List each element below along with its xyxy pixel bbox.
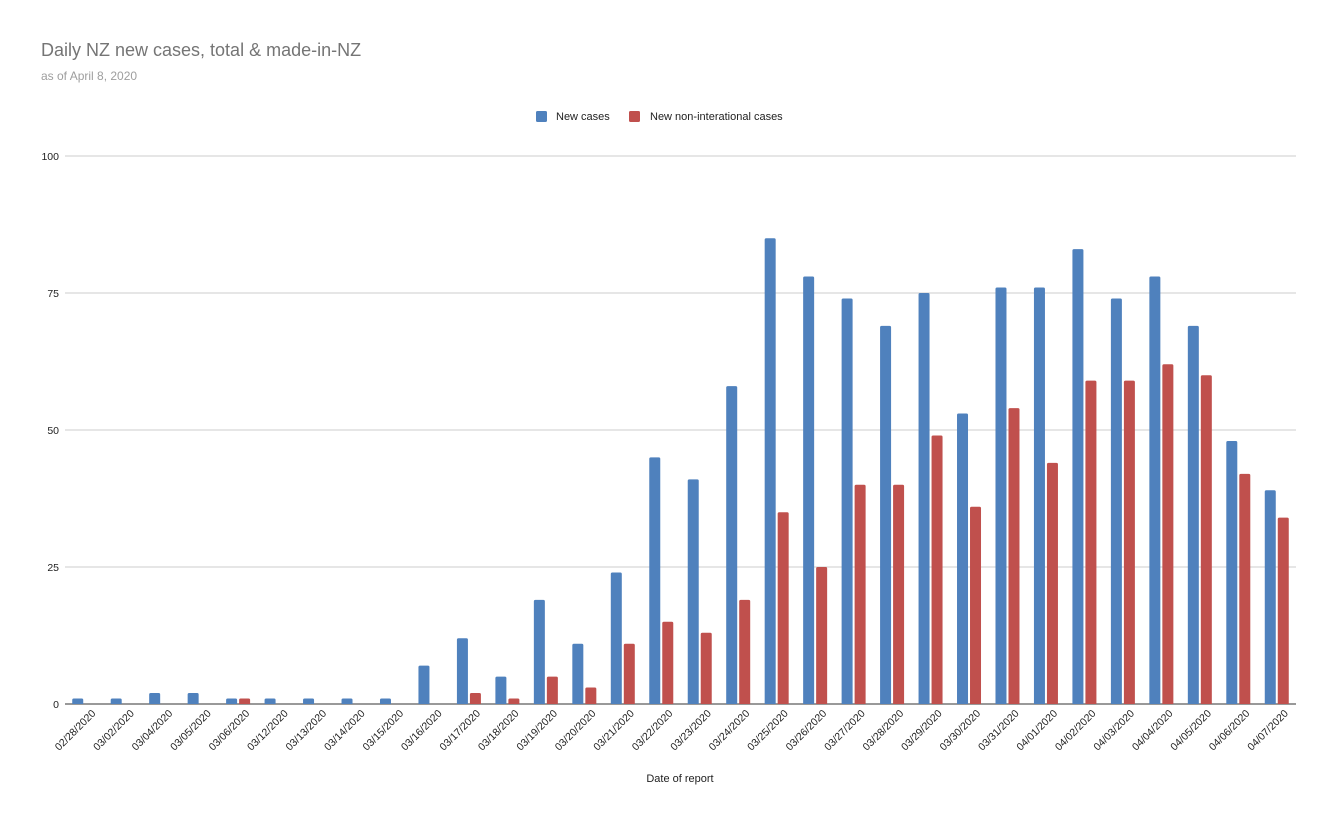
bar-non-international-cases [893, 484, 905, 704]
bar-non-international-cases [1239, 473, 1251, 704]
bar-non-international-cases [739, 599, 751, 704]
bar-new-cases [226, 698, 238, 704]
bar-new-cases [110, 698, 122, 704]
bar-non-international-cases [700, 632, 712, 704]
bar-new-cases [957, 413, 969, 704]
legend-swatch-new-cases [536, 111, 547, 122]
chart-title: Daily NZ new cases, total & made-in-NZ [41, 40, 361, 60]
bar-non-international-cases [816, 567, 828, 704]
bar-new-cases [803, 276, 815, 704]
bar-new-cases [187, 693, 199, 704]
bar-non-international-cases [970, 506, 982, 704]
bar-new-cases [726, 386, 738, 704]
x-axis-ticks: 02/28/202003/02/202003/04/202003/05/2020… [53, 708, 1291, 754]
bar-new-cases [1187, 325, 1199, 704]
x-tick-label: 04/07/2020 [1245, 708, 1291, 754]
bar-new-cases [572, 643, 584, 704]
bar-non-international-cases [931, 435, 943, 704]
bar-non-international-cases [1008, 408, 1020, 704]
bar-non-international-cases [854, 484, 866, 704]
bar-new-cases [764, 238, 776, 704]
y-tick-label: 100 [41, 151, 59, 163]
bar-non-international-cases [662, 621, 674, 704]
bar-new-cases [610, 572, 622, 704]
bar-new-cases [264, 698, 276, 704]
bar-new-cases [1110, 298, 1122, 704]
bar-new-cases [918, 293, 930, 704]
y-tick-label: 25 [47, 562, 59, 574]
y-tick-label: 75 [47, 288, 59, 300]
bar-non-international-cases [585, 687, 597, 704]
bar-new-cases [418, 665, 430, 704]
bar-non-international-cases [1123, 380, 1135, 704]
legend-label-non-international-cases: New non-interational cases [650, 111, 783, 123]
bar-new-cases [1149, 276, 1161, 704]
bar-new-cases [1033, 287, 1045, 704]
y-tick-label: 50 [47, 425, 59, 437]
bars [72, 238, 1289, 704]
bar-non-international-cases [1200, 375, 1212, 704]
bar-new-cases [149, 693, 161, 704]
bar-new-cases [649, 457, 661, 704]
bar-new-cases [687, 479, 699, 704]
bar-new-cases [495, 676, 507, 704]
bar-non-international-cases [1162, 364, 1174, 704]
bar-new-cases [995, 287, 1007, 704]
bar-non-international-cases [777, 512, 789, 704]
bar-new-cases [880, 325, 892, 704]
bar-new-cases [72, 698, 84, 704]
bar-non-international-cases [239, 698, 251, 704]
bar-new-cases [341, 698, 353, 704]
bar-non-international-cases [1085, 380, 1097, 704]
bar-non-international-cases [546, 676, 558, 704]
y-tick-label: 0 [53, 699, 59, 711]
legend: New cases New non-interational cases [536, 111, 783, 123]
legend-swatch-non-international-cases [629, 111, 640, 122]
legend-label-new-cases: New cases [556, 111, 610, 123]
bar-new-cases [456, 638, 468, 704]
bar-non-international-cases [508, 698, 520, 704]
bar-new-cases [303, 698, 315, 704]
bar-non-international-cases [1277, 517, 1289, 704]
y-axis-ticks: 0 25 50 75 100 [41, 151, 59, 711]
bar-non-international-cases [469, 693, 481, 704]
chart-subtitle: as of April 8, 2020 [41, 69, 137, 83]
bar-new-cases [841, 298, 853, 704]
bar-non-international-cases [623, 643, 635, 704]
bar-new-cases [379, 698, 391, 704]
bar-new-cases [533, 599, 545, 704]
x-axis-title: Date of report [646, 773, 713, 785]
bar-new-cases [1072, 249, 1084, 704]
bar-new-cases [1264, 490, 1276, 704]
bar-new-cases [1226, 440, 1238, 704]
bar-non-international-cases [1046, 462, 1058, 704]
